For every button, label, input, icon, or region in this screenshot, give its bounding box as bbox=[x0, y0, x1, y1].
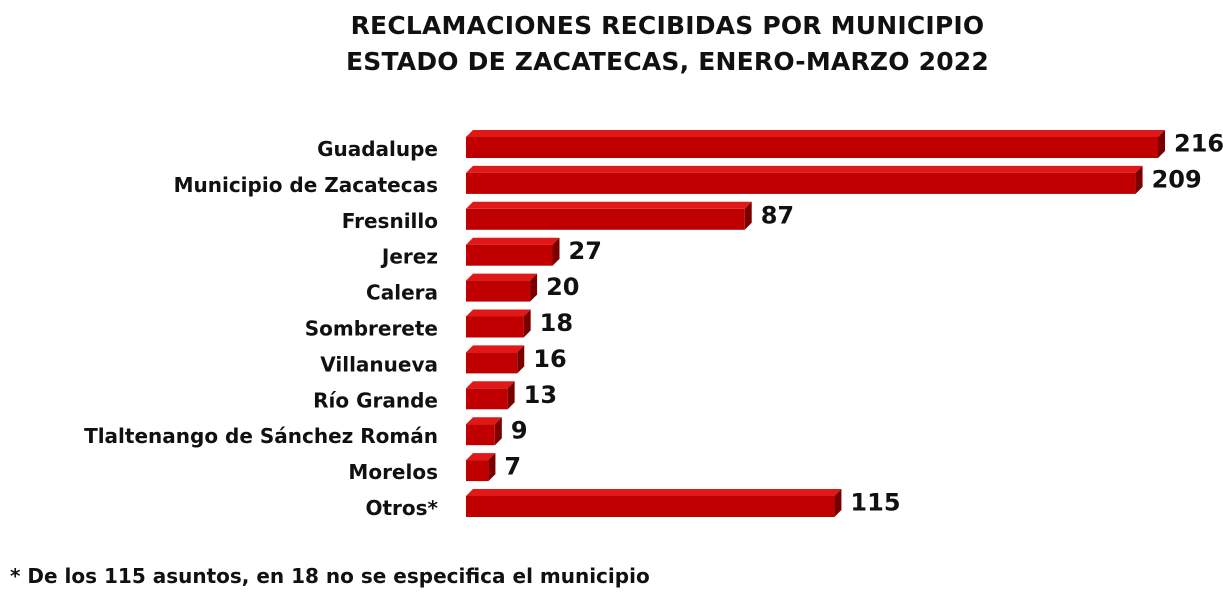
bar-front-face bbox=[466, 460, 489, 482]
bar-top-face bbox=[466, 417, 502, 425]
bar-side-face bbox=[530, 273, 538, 302]
bar-front-face bbox=[466, 208, 745, 230]
bar bbox=[466, 417, 502, 446]
category-label: Municipio de Zacatecas bbox=[174, 173, 438, 197]
bar-front-face bbox=[466, 388, 508, 410]
bar-top-face bbox=[466, 453, 496, 461]
bar-front-face bbox=[466, 424, 495, 446]
bar-side-face bbox=[744, 201, 752, 230]
bar-side-face bbox=[494, 417, 502, 446]
chart-title: RECLAMACIONES RECIBIDAS POR MUNICIPIO ES… bbox=[0, 8, 1223, 80]
value-labels: 216 209 87 27 20 18 16 13 9 7 115 bbox=[504, 130, 1223, 517]
bar-top-face bbox=[466, 345, 525, 353]
bar-side-face bbox=[517, 345, 525, 374]
bar-top-face bbox=[466, 130, 1165, 137]
category-label: Sombrerete bbox=[305, 317, 438, 341]
category-label: Otros* bbox=[365, 496, 438, 520]
bar-top-face bbox=[466, 489, 842, 496]
bar-top-face bbox=[466, 381, 515, 389]
bar bbox=[466, 201, 752, 230]
bar-side-face bbox=[488, 453, 496, 482]
bar bbox=[466, 381, 515, 410]
bar-front-face bbox=[466, 316, 524, 338]
value-label: 18 bbox=[540, 309, 573, 337]
bar-front-face bbox=[466, 280, 531, 302]
bar-side-face bbox=[1135, 165, 1143, 194]
bar-front-face bbox=[466, 172, 1136, 194]
value-label: 209 bbox=[1152, 165, 1202, 193]
category-label: Jerez bbox=[380, 245, 438, 269]
bars-layer bbox=[466, 130, 1165, 517]
bar-front-face bbox=[466, 352, 518, 374]
value-label: 20 bbox=[546, 273, 579, 301]
chart-title-line-1: RECLAMACIONES RECIBIDAS POR MUNICIPIO bbox=[350, 11, 985, 40]
bar-top-face bbox=[466, 165, 1143, 173]
bar bbox=[466, 273, 538, 302]
category-label: Fresnillo bbox=[342, 209, 438, 233]
bar-side-face bbox=[1158, 130, 1165, 158]
value-label: 27 bbox=[569, 237, 602, 265]
category-label: Villanueva bbox=[320, 352, 438, 376]
value-label: 216 bbox=[1174, 130, 1223, 158]
bar-front-face bbox=[466, 244, 553, 266]
bar bbox=[466, 489, 842, 517]
value-label: 13 bbox=[524, 381, 557, 409]
bar bbox=[466, 345, 525, 374]
bar bbox=[466, 130, 1165, 158]
bar bbox=[466, 309, 531, 338]
category-label: Calera bbox=[366, 281, 438, 305]
bar bbox=[466, 453, 496, 482]
bar-side-face bbox=[523, 309, 531, 338]
bar-top-face bbox=[466, 309, 531, 317]
category-labels: Guadalupe Municipio de Zacatecas Fresnillo… bbox=[84, 137, 438, 520]
category-label: Río Grande bbox=[313, 388, 438, 412]
bar-front-face bbox=[466, 496, 835, 517]
category-label: Tlaltenango de Sánchez Román bbox=[84, 424, 438, 448]
bar-side-face bbox=[507, 381, 515, 410]
bar-front-face bbox=[466, 137, 1158, 158]
footnote: * De los 115 asuntos, en 18 no se especi… bbox=[10, 564, 650, 588]
bar-top-face bbox=[466, 237, 560, 245]
value-label: 9 bbox=[511, 417, 528, 445]
bar bbox=[466, 165, 1143, 194]
category-label: Guadalupe bbox=[317, 137, 438, 161]
value-label: 16 bbox=[533, 345, 566, 373]
category-label: Morelos bbox=[348, 460, 438, 484]
value-label: 115 bbox=[850, 489, 900, 517]
bar bbox=[466, 237, 560, 266]
bar-side-face bbox=[834, 489, 842, 517]
bar-top-face bbox=[466, 201, 752, 209]
bar-top-face bbox=[466, 273, 538, 281]
value-label: 87 bbox=[761, 201, 794, 229]
chart-title-line-2: ESTADO DE ZACATECAS, ENERO-MARZO 2022 bbox=[345, 47, 989, 76]
bar-side-face bbox=[552, 237, 560, 266]
value-label: 7 bbox=[504, 453, 521, 481]
